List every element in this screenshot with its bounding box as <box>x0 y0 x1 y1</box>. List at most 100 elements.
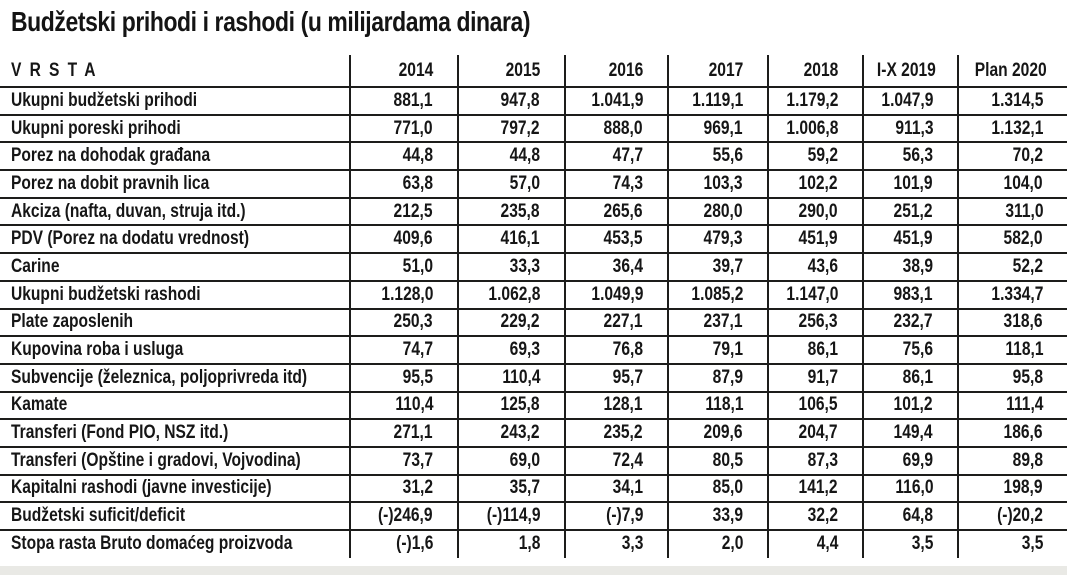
cell-value: 34,1 <box>564 474 668 504</box>
cell-value-text: 101,9 <box>894 172 933 194</box>
cell-value-text: 118,1 <box>1004 339 1043 361</box>
row-label: Ukupni poreski prihodi <box>0 114 350 144</box>
cell-value: 204,7 <box>767 419 863 448</box>
cell-value-text: 52,2 <box>1012 255 1043 277</box>
cell-value: 229,2 <box>457 308 565 338</box>
table-row: Kupovina roba i usluga 74,7 69,3 76,8 79,1 86… <box>0 336 1067 365</box>
cell-value-text: 947,8 <box>501 89 540 111</box>
table-row: Kamate 110,4 125,8 128,1 118,1 106,5 101,2 111,… <box>0 391 1067 421</box>
cell-value-text: 73,7 <box>402 449 433 471</box>
cell-value-text: 227,1 <box>604 311 643 333</box>
row-label: Transferi (Fond PIO, NSZ itd.) <box>0 419 350 448</box>
cell-value: 1.006,8 <box>767 114 863 144</box>
cell-value-text: 983,1 <box>894 283 933 305</box>
column-header-vrsta: VRSTA <box>0 55 350 88</box>
cell-value: 318,6 <box>957 308 1067 338</box>
cell-value: 1.041,9 <box>564 87 668 116</box>
cell-value-text: 35,7 <box>509 477 540 499</box>
table-row: Ukupni budžetski rashodi 1.128,0 1.062,8 1.… <box>0 280 1067 310</box>
cell-value-text: 451,9 <box>799 228 838 250</box>
row-label: Carine <box>0 253 350 282</box>
cell-value-text: 1.006,8 <box>786 117 838 139</box>
cell-value-text: 1.085,2 <box>691 283 743 305</box>
cell-value-text: 70,2 <box>1012 145 1043 167</box>
cell-value: 59,2 <box>767 142 863 172</box>
cell-value-text: (-)7,9 <box>605 505 643 527</box>
cell-value-text: 43,6 <box>807 255 838 277</box>
cell-value: 235,8 <box>457 197 565 227</box>
cell-value-text: (-)1,6 <box>395 533 433 555</box>
cell-value: 881,1 <box>349 87 458 116</box>
table-row: Budžetski suficit/deficit (-)246,9 (-)114,… <box>0 502 1067 531</box>
cell-value: (-)7,9 <box>564 502 668 531</box>
cell-value-text: 31,2 <box>402 477 433 499</box>
cell-value: 72,4 <box>564 446 668 476</box>
column-header-2017: 2017 <box>667 55 768 88</box>
row-label-text: Plate zaposlenih <box>11 311 134 333</box>
cell-value-text: 1.147,0 <box>786 283 838 305</box>
cell-value-text: 280,0 <box>704 200 743 222</box>
cell-value-text: 235,2 <box>604 422 643 444</box>
cell-value-text: 3,5 <box>911 533 933 555</box>
column-header-2014: 2014 <box>349 55 458 88</box>
cell-value: 250,3 <box>349 308 458 338</box>
table-body: Ukupni budžetski prihodi 881,1 947,8 1.041,… <box>0 87 1067 558</box>
cell-value: 451,9 <box>767 225 863 255</box>
cell-value-text: 95,8 <box>1012 366 1043 388</box>
cell-value-text: 251,2 <box>894 200 933 222</box>
cell-value: 69,9 <box>862 446 958 476</box>
cell-value-text: 229,2 <box>501 311 540 333</box>
cell-value: 87,3 <box>767 446 863 476</box>
row-label-text: Carine <box>11 255 60 277</box>
cell-value: 1.132,1 <box>957 114 1067 144</box>
cell-value: 110,4 <box>457 363 565 393</box>
cell-value: 290,0 <box>767 197 863 227</box>
cell-value: 2,0 <box>667 530 768 558</box>
cell-value-text: 85,0 <box>712 477 743 499</box>
cell-value-text: 34,1 <box>612 477 643 499</box>
cell-value-text: 118,1 <box>704 394 743 416</box>
cell-value-text: 87,9 <box>712 366 743 388</box>
cell-value: 103,3 <box>667 170 768 199</box>
cell-value: 32,2 <box>767 502 863 531</box>
cell-value-text: 237,1 <box>704 311 743 333</box>
table-header-row: VRSTA 2014 2015 2016 2017 2018 I-X 2019 Plan 20… <box>0 55 1067 88</box>
cell-value-text: 111,4 <box>1005 394 1043 416</box>
column-header-text: VRSTA <box>11 59 104 81</box>
cell-value: 1.062,8 <box>457 280 565 310</box>
page-title-text: Budžetski prihodi i rashodi (u milijarda… <box>11 6 531 37</box>
cell-value-text: 63,8 <box>402 172 433 194</box>
cell-value-text: 797,2 <box>501 117 540 139</box>
row-label-text: Transferi (Fond PIO, NSZ itd.) <box>11 422 229 444</box>
table-row: Ukupni poreski prihodi 771,0 797,2 888,0 969… <box>0 114 1067 144</box>
cell-value: 44,8 <box>349 142 458 172</box>
cell-value: 64,8 <box>862 502 958 531</box>
cell-value-text: 91,7 <box>807 366 838 388</box>
cell-value-text: 453,5 <box>604 228 643 250</box>
cell-value-text: 116,0 <box>894 477 933 499</box>
cell-value: 265,6 <box>564 197 668 227</box>
row-label: Transferi (Opštine i gradovi, Vojvodina) <box>0 446 350 476</box>
column-header-2015: 2015 <box>457 55 565 88</box>
cell-value: 198,9 <box>957 474 1067 504</box>
cell-value-text: 1.179,2 <box>786 89 838 111</box>
cell-value-text: 243,2 <box>501 422 540 444</box>
cell-value: 110,4 <box>349 391 458 421</box>
cell-value: (-)1,6 <box>349 530 458 558</box>
cell-value: 235,2 <box>564 419 668 448</box>
row-label-text: Ukupni budžetski prihodi <box>11 89 198 111</box>
cell-value: 76,8 <box>564 336 668 365</box>
table-row: Carine 51,0 33,3 36,4 39,7 43,6 38,9 52,2 <box>0 253 1067 282</box>
cell-value: 1.179,2 <box>767 87 863 116</box>
cell-value-text: 3,3 <box>621 533 643 555</box>
cell-value-text: 1.049,9 <box>591 283 643 305</box>
cell-value: 243,2 <box>457 419 565 448</box>
column-header-plan-2020: Plan 2020 <box>957 55 1067 88</box>
cell-value: 86,1 <box>862 363 958 393</box>
cell-value-text: 271,1 <box>394 422 433 444</box>
cell-value-text: 479,3 <box>704 228 743 250</box>
cell-value: 1,8 <box>457 530 565 558</box>
cell-value: 111,4 <box>957 391 1067 421</box>
cell-value-text: 149,4 <box>894 422 933 444</box>
